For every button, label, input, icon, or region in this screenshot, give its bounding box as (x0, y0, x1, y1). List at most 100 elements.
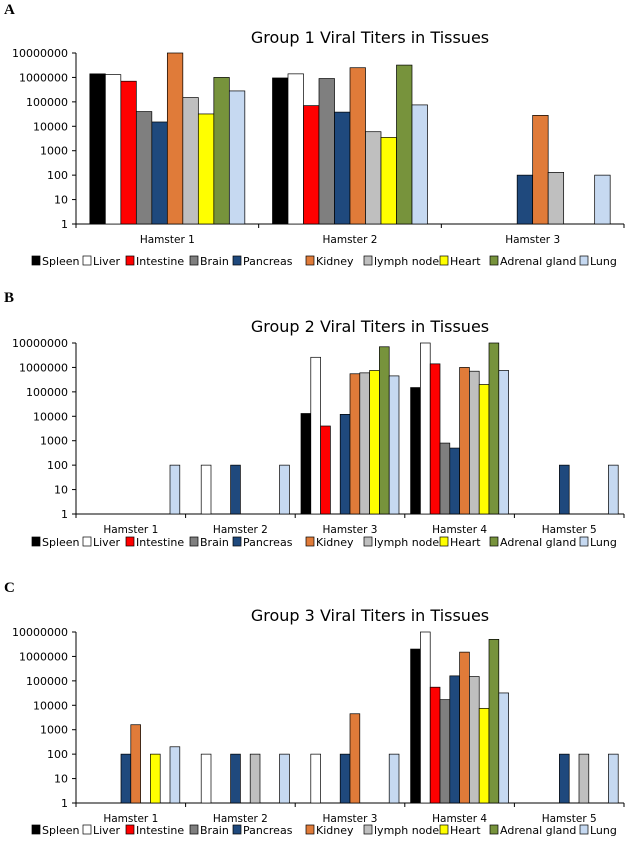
bar-pancreas-hamster-5 (559, 753, 570, 804)
bar-pancreas-hamster-5 (559, 464, 570, 515)
bar-lymph-node-hamster-2 (365, 131, 382, 225)
category-label: Hamster 3 (323, 524, 378, 536)
category-label: Hamster 2 (213, 524, 268, 536)
legend-swatch-pancreas (232, 255, 242, 266)
bar-lymph-node-hamster-5 (578, 753, 590, 804)
legend-label: Heart (450, 536, 481, 549)
legend-swatch-liver (82, 536, 92, 547)
bar-liver-hamster-4 (420, 631, 431, 804)
bar-intestine-hamster-4 (429, 363, 441, 515)
bar-liver-hamster-1 (104, 74, 122, 225)
y-tick-label: 10000 (33, 699, 68, 712)
bar-spleen-hamster-3 (300, 413, 312, 515)
bar-pancreas-hamster-1 (120, 753, 132, 804)
category-label: Hamster 2 (213, 813, 268, 825)
bar-kidney-hamster-4 (459, 367, 470, 515)
legend-label: Lung (590, 536, 617, 549)
chart-panel-a: A Group 1 Viral Titers in Tissues 1 10 100 10… (4, 2, 625, 268)
bar-lung-hamster-4 (498, 370, 509, 515)
legend: Spleen Liver Intestine Brain Pancreas Kidney l… (31, 536, 617, 549)
legend-swatch-liver (82, 255, 92, 266)
bar-lung-hamster-2 (411, 104, 428, 225)
legend-swatch-kidney (305, 536, 315, 547)
bar-pancreas-hamster-4 (449, 447, 460, 515)
bar-brain-hamster-2 (318, 78, 335, 225)
bar-lung-hamster-5 (608, 753, 619, 804)
y-tick-label: 10 (54, 194, 68, 207)
category-label: Hamster 5 (542, 813, 597, 825)
legend: Spleen Liver Intestine Brain Pancreas Kidney l… (31, 255, 617, 268)
legend-swatch-adrenal-gland (489, 255, 499, 266)
y-tick-label: 10 (54, 484, 68, 497)
legend-label: lymph node (374, 536, 439, 549)
legend-label: Adrenal gland (500, 536, 576, 549)
category-label: Hamster 1 (103, 813, 158, 825)
legend-label: Intestine (136, 824, 184, 837)
y-tick-label: 100 (47, 459, 68, 472)
chart-title: Group 1 Viral Titers in Tissues (251, 28, 489, 47)
legend-swatch-lymph-node (363, 255, 373, 266)
bar-spleen-hamster-4 (410, 387, 421, 515)
bar-liver-hamster-2 (200, 753, 212, 804)
legend-swatch-adrenal-gland (489, 536, 499, 547)
category-label: Hamster 1 (140, 234, 195, 246)
y-tick-label: 1000000 (19, 650, 68, 663)
bar-pancreas-hamster-3 (516, 174, 534, 225)
bar-lung-hamster-2 (279, 753, 290, 804)
bar-intestine-hamster-1 (120, 80, 137, 225)
y-tick-label: 100 (47, 169, 68, 182)
legend-label: Liver (93, 824, 120, 837)
panel-letter: C (4, 580, 15, 596)
bar-pancreas-hamster-4 (449, 675, 460, 804)
y-tick-label: 1 (61, 797, 68, 810)
legend-swatch-lymph-node (363, 536, 373, 547)
bar-lymph-node-hamster-2 (249, 753, 261, 804)
legend-label: Lung (590, 824, 617, 837)
bar-lung-hamster-3 (388, 753, 400, 804)
y-tick-label: 1 (61, 508, 68, 521)
legend-swatch-heart (439, 255, 449, 266)
bar-liver-hamster-4 (420, 342, 431, 515)
legend-swatch-lung (579, 536, 589, 547)
y-tick-label: 10000 (33, 120, 68, 133)
bar-kidney-hamster-3 (532, 115, 549, 225)
bar-lung-hamster-1 (228, 90, 246, 225)
bar-lymph-node-hamster-4 (469, 676, 480, 804)
y-tick-label: 100000 (26, 386, 68, 399)
legend-label: Kidney (316, 255, 354, 268)
bar-heart-hamster-2 (380, 137, 397, 225)
legend-label: Intestine (136, 255, 184, 268)
bar-spleen-hamster-1 (89, 73, 106, 225)
legend-swatch-intestine (125, 536, 135, 547)
legend-label: Spleen (42, 824, 80, 837)
legend-swatch-kidney (305, 824, 315, 835)
legend-label: Heart (450, 255, 481, 268)
bar-adrenal-gland-hamster-4 (488, 638, 500, 804)
chart-title: Group 3 Viral Titers in Tissues (251, 606, 489, 625)
bar-adrenal-gland-hamster-1 (213, 77, 230, 225)
bar-kidney-hamster-3 (349, 713, 361, 804)
legend-label: lymph node (374, 824, 439, 837)
legend-swatch-brain (189, 255, 199, 266)
legend-label: Pancreas (243, 536, 293, 549)
bar-kidney-hamster-1 (166, 52, 184, 225)
bar-brain-hamster-4 (439, 442, 451, 515)
bar-spleen-hamster-4 (410, 648, 421, 804)
bar-liver-hamster-2 (287, 73, 304, 225)
chart-title: Group 2 Viral Titers in Tissues (251, 317, 489, 336)
y-tick-label: 1 (61, 218, 68, 231)
bar-pancreas-hamster-3 (339, 753, 351, 804)
bar-lung-hamster-1 (169, 464, 181, 515)
legend-swatch-intestine (125, 824, 135, 835)
legend-label: Pancreas (243, 255, 293, 268)
legend-label: lymph node (374, 255, 439, 268)
bar-liver-hamster-3 (310, 356, 321, 515)
bar-kidney-hamster-2 (349, 67, 366, 225)
legend-label: Adrenal gland (500, 255, 576, 268)
legend-swatch-intestine (125, 255, 135, 266)
y-tick-label: 100000 (26, 96, 68, 109)
legend-label: Lung (590, 255, 617, 268)
legend-swatch-brain (189, 824, 199, 835)
bar-kidney-hamster-4 (459, 651, 470, 804)
